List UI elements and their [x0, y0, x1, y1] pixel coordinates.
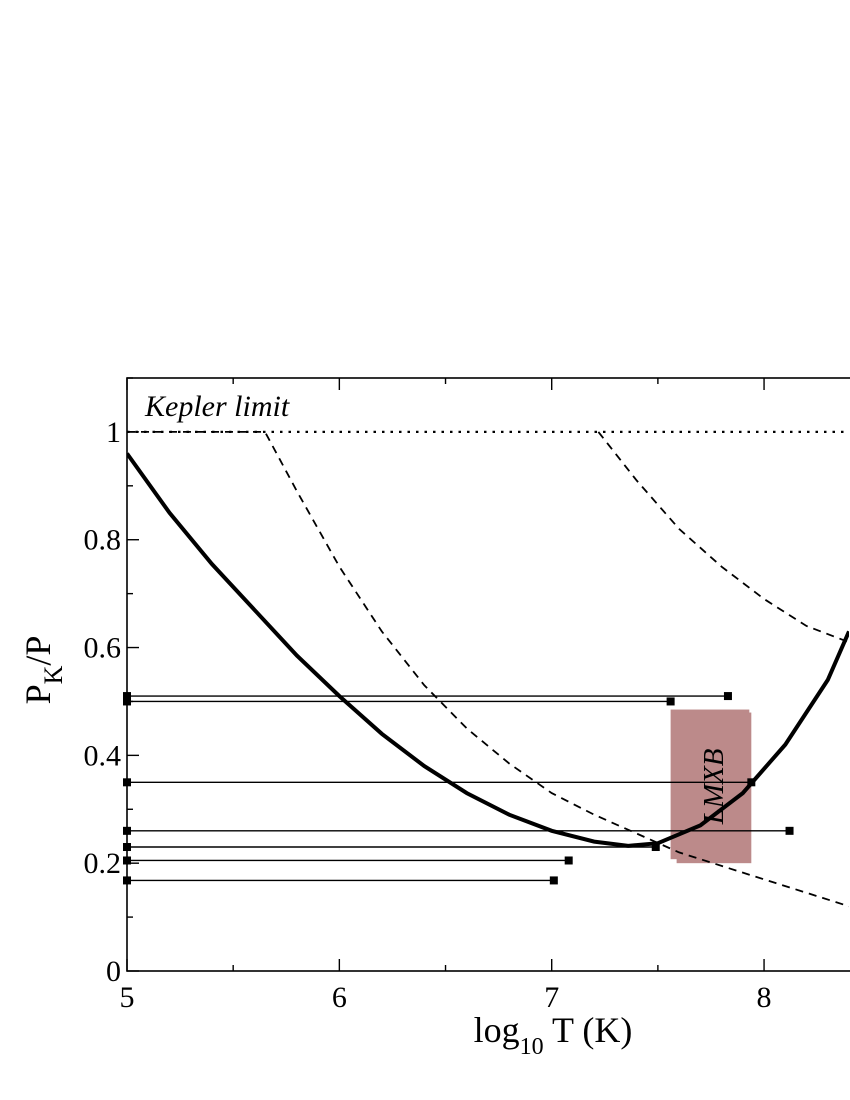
series-line-1: [127, 452, 849, 848]
bar-end-marker-3: [747, 778, 756, 787]
plot-content: [123, 430, 849, 908]
axes: [126, 377, 850, 972]
bar-end-marker-5: [651, 843, 660, 852]
y-tick-label: 0.6: [84, 632, 122, 665]
bar-end-marker-4: [785, 826, 794, 835]
x-axis-label: log10 T (K): [474, 1010, 633, 1060]
y-axis-label-sub: K: [39, 665, 68, 684]
y-tick-label: 0.4: [84, 739, 122, 772]
x-axis-label-main: log: [474, 1010, 520, 1050]
labels: 5 6 7 8 0 0.2 0.4 0.6 0.8 1 log10 T (K) PK/P Kepler …: [18, 390, 772, 1060]
plot-area: [127, 430, 849, 908]
x-axis-label-sub: 10: [520, 1034, 544, 1060]
series-line-3: [597, 431, 849, 644]
bar-end-marker-1: [723, 692, 732, 701]
y-tick-label: 1: [106, 416, 121, 449]
kepler-limit-label: Kepler limit: [144, 390, 290, 423]
bar-end-marker-6: [564, 856, 573, 865]
x-tick-label: 5: [120, 981, 135, 1014]
bar-end-marker-2: [666, 697, 675, 706]
y-axis-label-rest: /P: [18, 636, 58, 666]
x-tick-label: 8: [757, 981, 772, 1014]
x-tick-label: 7: [544, 981, 559, 1014]
axes-frame: [126, 377, 850, 972]
bar-end-marker-7: [549, 876, 558, 885]
x-axis-label-rest: T (K): [544, 1010, 633, 1050]
series-line-2: [127, 431, 849, 908]
lmxb-label: LMXB: [698, 748, 730, 825]
x-tick-label: 6: [332, 981, 347, 1014]
y-axis-label: PK/P: [18, 636, 68, 705]
y-tick-label: 0.2: [84, 847, 122, 880]
y-tick-label: 0: [106, 955, 121, 988]
y-axis-label-main: P: [18, 684, 58, 704]
y-tick-label: 0.8: [84, 524, 122, 557]
